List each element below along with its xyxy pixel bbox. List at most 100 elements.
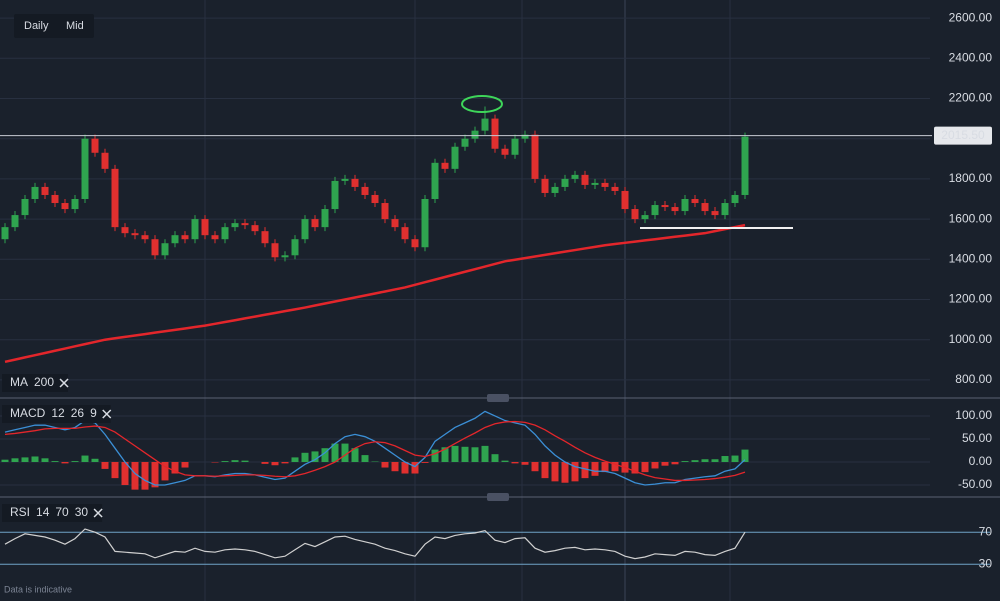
indicator-tag bbox=[2, 504, 103, 522]
footnote: Data is indicative bbox=[4, 584, 72, 594]
candle-body bbox=[191, 219, 199, 240]
y-tick-label: 70 bbox=[979, 524, 993, 538]
rsi-line bbox=[4, 528, 746, 560]
macd-histogram-bar bbox=[121, 462, 129, 486]
interval-button[interactable]: Daily bbox=[24, 20, 49, 32]
candle-body bbox=[521, 134, 529, 139]
candle-body bbox=[371, 194, 379, 204]
last-price-box bbox=[934, 126, 992, 145]
resize-handle[interactable] bbox=[487, 394, 509, 402]
candle-body bbox=[471, 130, 479, 139]
candle-body bbox=[741, 136, 749, 195]
price-type-button[interactable]: Mid bbox=[66, 20, 84, 32]
candle-body bbox=[691, 199, 699, 204]
y-tick-label: 1000.00 bbox=[949, 332, 993, 346]
macd-histogram-bar bbox=[441, 447, 449, 463]
macd-histogram-bar bbox=[361, 455, 369, 463]
macd-line bbox=[4, 420, 746, 482]
candle-body bbox=[321, 209, 329, 228]
candle-body bbox=[481, 118, 489, 131]
candle-body bbox=[241, 223, 249, 226]
candle-body bbox=[201, 219, 209, 236]
macd-histogram-bar bbox=[471, 447, 479, 463]
y-tick-label: 2200.00 bbox=[949, 91, 993, 105]
macd-histogram-bar bbox=[381, 462, 389, 468]
indicator-label: MA bbox=[10, 375, 28, 389]
macd-histogram-bar bbox=[221, 461, 229, 463]
candle-body bbox=[571, 174, 579, 179]
macd-histogram-bar bbox=[111, 462, 119, 479]
candle-body bbox=[541, 178, 549, 193]
candle-body bbox=[501, 148, 509, 155]
candle-body bbox=[651, 205, 659, 216]
macd-histogram-bar bbox=[31, 456, 39, 463]
candle-body bbox=[171, 235, 179, 244]
macd-histogram-bar bbox=[311, 451, 319, 463]
candle-body bbox=[81, 138, 89, 199]
remove-icon[interactable] bbox=[93, 508, 103, 518]
macd-histogram-bar bbox=[421, 462, 429, 463]
candle-body bbox=[291, 239, 299, 256]
candle-body bbox=[21, 199, 29, 216]
y-tick-label: -50.00 bbox=[958, 477, 992, 491]
candle-body bbox=[621, 190, 629, 210]
y-tick-label: 1800.00 bbox=[949, 171, 993, 185]
candle-body bbox=[101, 152, 109, 169]
indicator-label: 26 bbox=[71, 406, 85, 420]
y-tick-label: 1200.00 bbox=[949, 292, 993, 306]
y-tick-label: 2400.00 bbox=[949, 50, 993, 64]
candle-body bbox=[231, 223, 239, 228]
macd-histogram-bar bbox=[91, 458, 99, 463]
candle-body bbox=[631, 209, 639, 220]
candle-body bbox=[561, 178, 569, 187]
y-tick-label: 0.00 bbox=[969, 454, 993, 468]
macd-histogram-bar bbox=[321, 448, 329, 463]
candle-body bbox=[51, 194, 59, 204]
candle-body bbox=[11, 215, 19, 228]
macd-histogram-bar bbox=[181, 462, 189, 468]
candle-body bbox=[581, 174, 589, 185]
macd-histogram-bar bbox=[401, 462, 409, 474]
candle-body bbox=[641, 215, 649, 220]
candle-body bbox=[261, 231, 269, 244]
macd-histogram-bar bbox=[551, 462, 559, 482]
macd-histogram-bar bbox=[581, 462, 589, 479]
toolbar bbox=[14, 14, 94, 38]
macd-histogram-bar bbox=[561, 462, 569, 483]
candle-body bbox=[341, 178, 349, 181]
candle-body bbox=[281, 255, 289, 258]
candle-body bbox=[41, 186, 49, 195]
macd-histogram-bar bbox=[351, 448, 359, 463]
macd-histogram-bar bbox=[131, 462, 139, 490]
indicator-label: 12 bbox=[51, 406, 65, 420]
macd-histogram-bar bbox=[151, 462, 159, 488]
candle-body bbox=[421, 199, 429, 248]
macd-histogram-bar bbox=[731, 455, 739, 463]
y-tick-label: 50.00 bbox=[962, 431, 992, 445]
candle-body bbox=[731, 194, 739, 204]
candle-body bbox=[71, 199, 79, 210]
macd-histogram-bar bbox=[101, 462, 109, 469]
candle-body bbox=[271, 243, 279, 258]
macd-histogram-bar bbox=[291, 457, 299, 463]
candle-body bbox=[121, 227, 129, 234]
macd-histogram-bar bbox=[521, 462, 529, 465]
macd-histogram-bar bbox=[51, 461, 59, 463]
macd-histogram-bar bbox=[61, 462, 69, 464]
macd-histogram-bar bbox=[21, 457, 29, 463]
indicator-label: RSI bbox=[10, 505, 30, 519]
vertical-grid bbox=[204, 0, 731, 601]
macd-histogram-bar bbox=[681, 461, 689, 463]
candle-body bbox=[251, 225, 259, 232]
remove-icon[interactable] bbox=[102, 409, 112, 419]
macd-histogram-bar bbox=[491, 454, 499, 463]
remove-icon[interactable] bbox=[59, 378, 69, 388]
indicator-label: MACD bbox=[10, 406, 46, 420]
resize-handle[interactable] bbox=[487, 493, 509, 501]
candle-body bbox=[431, 162, 439, 199]
macd-histogram-bar bbox=[411, 462, 419, 474]
macd-histogram-bar bbox=[591, 462, 599, 476]
macd-histogram-bar bbox=[161, 462, 169, 481]
